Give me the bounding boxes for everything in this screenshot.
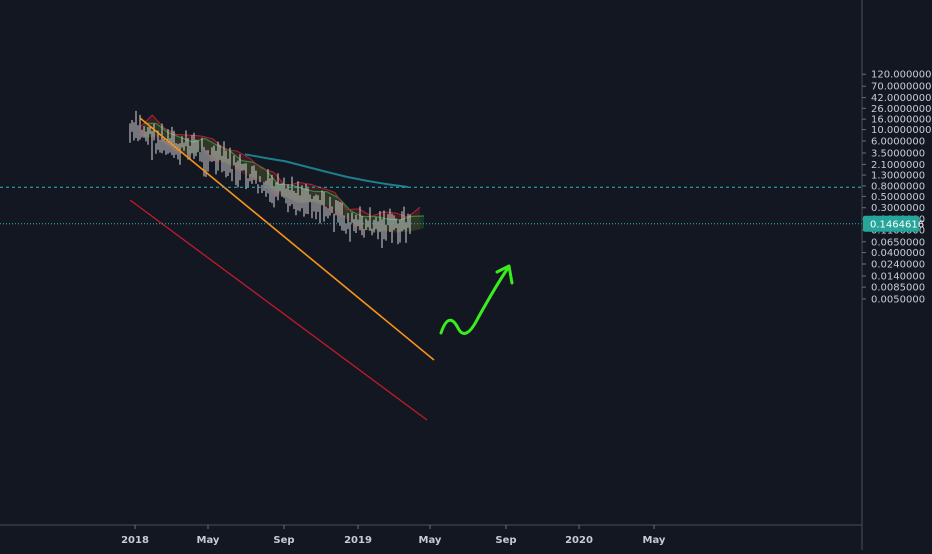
- forecast-curve: [439, 266, 510, 335]
- time-tick-label: May: [197, 535, 220, 546]
- upper-trendline: [139, 117, 435, 361]
- time-tick-label: 2020: [565, 535, 593, 546]
- forecast-arrowhead: [495, 264, 514, 285]
- moving-average: [244, 153, 409, 189]
- price-candles: [129, 110, 411, 249]
- current-price-badge: [863, 215, 919, 232]
- price-tick-label: 0.0650000: [871, 237, 925, 248]
- time-tick-label: May: [419, 535, 442, 546]
- forecast-arrow: [439, 264, 514, 335]
- price-tick-label: 42.0000000: [871, 93, 931, 104]
- price-tick-label: 70.0000000: [871, 82, 931, 93]
- price-tick-label: 0.0050000: [871, 294, 925, 305]
- price-tick-label: 3.5000000: [871, 148, 925, 159]
- time-tick-label: May: [643, 535, 666, 546]
- cloud-red-edge: [139, 114, 421, 218]
- price-tick-label: 26.0000000: [871, 104, 931, 115]
- lower-trendline: [129, 199, 428, 421]
- price-tick-label: 120.0000000: [871, 70, 932, 81]
- price-tick-label: 0.0400000: [871, 248, 925, 259]
- cloud-red-band: [140, 115, 420, 233]
- time-tick-label: 2018: [121, 535, 149, 546]
- trendlines: [129, 117, 435, 421]
- time-tick-label: 2019: [344, 535, 372, 546]
- price-tick-label: 0.3000000: [871, 203, 925, 214]
- current-price-label: 0.1464616: [870, 220, 924, 231]
- price-tick-label: 16.0000000: [871, 115, 931, 126]
- moving-average-line: [244, 153, 409, 189]
- price-tick-label: 6.0000000: [871, 136, 925, 147]
- price-tick-label: 0.5000000: [871, 192, 925, 203]
- time-tick-label: Sep: [495, 535, 516, 546]
- price-tick-label: 0.0140000: [871, 272, 925, 283]
- price-tick-label: 2.1000000: [871, 160, 925, 171]
- price-tick-label: 10.0000000: [871, 125, 931, 136]
- price-tick-label: 0.8000000: [871, 181, 925, 192]
- time-tick-label: Sep: [273, 535, 294, 546]
- price-tick-label: 0.0085000: [871, 283, 925, 294]
- price-tick-label: 1.3000000: [871, 171, 925, 182]
- price-tick-label: 0.0240000: [871, 259, 925, 270]
